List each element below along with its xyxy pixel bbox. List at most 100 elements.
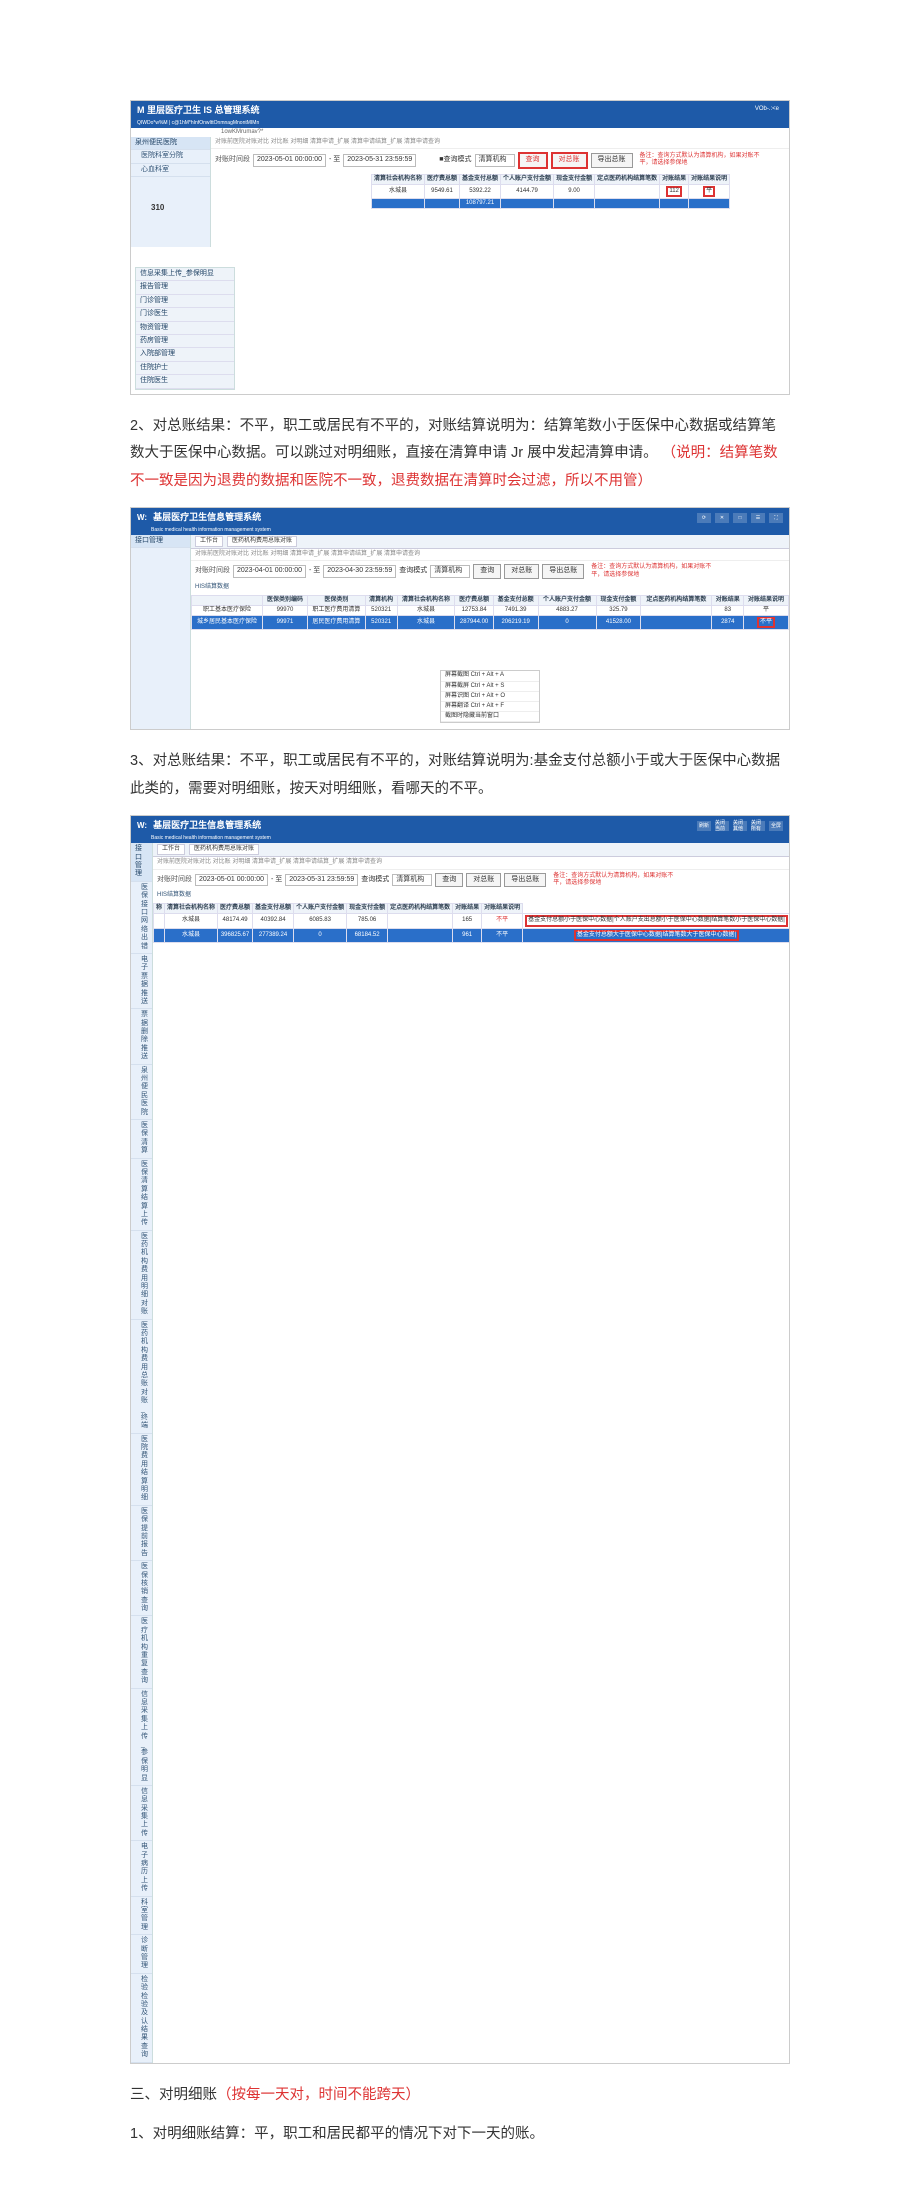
mode-input[interactable]: 清算机构 (475, 154, 515, 166)
tab[interactable]: 工作台 (195, 536, 223, 547)
menu-item[interactable]: 药房管理 (136, 335, 234, 348)
ctx-item[interactable]: 屏幕识图 Ctrl + Alt + O (441, 692, 539, 702)
query-button[interactable]: 查询 (435, 873, 463, 887)
tab[interactable]: 医药机构费用总账对账 (227, 536, 297, 547)
result-table: 称清算社会机构名称医疗费总额基金支付总额个人账户支付金额现金支付金额定点医药机构… (153, 903, 790, 943)
filter-note: 备注：查询方式默认为清算机构，如果对账不平，请选择参保地 (553, 873, 683, 887)
ctx-item[interactable]: 屏幕截屏 Ctrl + Alt + S (441, 682, 539, 692)
reconcile-button[interactable]: 对总账 (551, 152, 588, 168)
sidebar-item[interactable]: 医疗机构重复查询 (131, 1616, 152, 1688)
sidebar-item[interactable]: 医保清算 (131, 1120, 152, 1159)
sidebar-item[interactable]: 医药机构费用明细对账 (131, 1231, 152, 1320)
sidebar-root[interactable]: 泉州便民医院 (131, 137, 210, 150)
sidebar-item[interactable]: 医保提前报告 (131, 1506, 152, 1561)
menu-item[interactable]: 住院医生 (136, 375, 234, 388)
close-other-icon[interactable]: 关闭其他 (733, 821, 747, 831)
sidebar-item[interactable]: 医院费用结算明细 (131, 1434, 152, 1506)
section-3-p1: 1、对明细账结算：平，职工和居民都平的情况下对下一天的账。 (130, 2121, 790, 2149)
ctx-item[interactable]: 截图时隐藏当前窗口 (441, 712, 539, 722)
subtitle: HIS结算数据 (153, 890, 790, 901)
query-button[interactable]: 查询 (518, 152, 548, 168)
result-table: 清算社会机构名称医疗费总额基金支付总额个人账户支付金额现金支付金额定点医药机构结… (371, 174, 730, 210)
sidebar-item[interactable]: 医保清算结算上传 (131, 1159, 152, 1231)
topbar-icons: 刷新 关闭当前 关闭其他 关闭所有 全屏 (697, 821, 783, 831)
paragraph-3: 3、对总账结果：不平，职工或居民有不平的，对账结算说明为:基金支付总额小于或大于… (130, 748, 790, 803)
sidebar-item[interactable]: 电子票据推送 (131, 954, 152, 1009)
tabs: 工作台 医药机构费用总账对账 (153, 843, 790, 857)
tab[interactable]: 医药机构费用总账对账 (189, 844, 259, 855)
menu-item[interactable]: 门诊管理 (136, 295, 234, 308)
topbar: M 里层医疗卫生 IS 总管理系统 (131, 101, 789, 120)
date-label: 对账时间段 (157, 876, 192, 884)
export-button[interactable]: 导出总账 (542, 564, 584, 578)
topbar: W: 基层医疗卫生信息管理系统 刷新 关闭当前 关闭其他 关闭所有 全屏 (131, 816, 789, 835)
reconcile-button[interactable]: 对总账 (466, 873, 501, 887)
sidebar: 接口管理 (131, 535, 191, 729)
close-current-icon[interactable]: 关闭当前 (715, 821, 729, 831)
filter-bar: 对账时间段 2023-04-01 00:00:00 - 至 2023-04-30… (191, 561, 789, 581)
sidebar-item[interactable]: 泉州便民医院 (131, 1065, 152, 1120)
subtitle: HIS结算数据 (191, 582, 789, 593)
query-button[interactable]: 查询 (473, 564, 501, 578)
sidebar-title[interactable]: 接口管理 (131, 535, 190, 548)
filter-bar: 对账时间段 2023-05-01 00:00:00 - 至 2023-05-31… (153, 870, 790, 890)
ctx-item[interactable]: 屏幕截图 Ctrl + Alt + A (441, 671, 539, 681)
export-button[interactable]: 导出总账 (504, 873, 546, 887)
sidebar-item[interactable]: 电子病历上传 (131, 1841, 152, 1896)
result-table: 医保类别编码医保类别清算机构清算社会机构名称医疗费总额基金支付总额个人账户支付金… (191, 595, 789, 631)
main-area: 对账前医院对账对比 对比账 对明细 清算申请_扩展 清算申请结算_扩展 清算申请… (211, 137, 789, 247)
date-to[interactable]: 2023-05-31 23:59:59 (285, 874, 358, 886)
sidebar-title[interactable]: 接口管理 (131, 843, 152, 882)
date-to[interactable]: 2023-04-30 23:59:59 (323, 565, 396, 577)
date-from[interactable]: 2023-04-01 00:00:00 (233, 565, 306, 577)
mode-input[interactable]: 清算机构 (392, 874, 432, 886)
sidebar-item[interactable]: 医保接口网络出错 (131, 882, 152, 954)
screenshot-2: W: 基层医疗卫生信息管理系统 ⟳✕□☰⛶ Basic medical heal… (130, 507, 790, 730)
breadcrumb: 对账前医院对账对比 对比账 对明细 清算申请_扩展 清算申请结算_扩展 清算申请… (191, 549, 789, 561)
sidebar-item[interactable]: 检验检验及认结果查询 (131, 1974, 152, 2063)
menu-item[interactable]: 住院护士 (136, 362, 234, 375)
ctx-item[interactable]: 屏幕翻译 Ctrl + Alt + F (441, 702, 539, 712)
mode-input[interactable]: 清算机构 (430, 565, 470, 577)
sidebar-item[interactable]: 医保核销查询 (131, 1561, 152, 1616)
sidebar-item[interactable]: 信息采集上传_参保明显 (131, 1689, 152, 1786)
mode-label: 查询模式 (361, 876, 389, 884)
mode-label: ■查询模式 (439, 156, 471, 164)
close-all-icon[interactable]: 关闭所有 (751, 821, 765, 831)
menu-item[interactable]: 信息采集上传_参保明显 (136, 268, 234, 281)
sidebar-item[interactable]: 医药机构费用总账对账_终端 (131, 1320, 152, 1434)
sidebar-item[interactable]: 诊断管理 (131, 1935, 152, 1974)
sidebar-item[interactable]: 科室管理 (131, 1897, 152, 1936)
sidebar-item[interactable]: 信息采集上传 (131, 1786, 152, 1841)
menu-item[interactable]: 门诊医生 (136, 308, 234, 321)
sidebar: 接口管理 医保接口网络出错 电子票据推送 票据删除推送 泉州便民医院 医保清算 … (131, 843, 153, 2062)
export-button[interactable]: 导出总账 (591, 153, 633, 167)
tabs: 工作台 医药机构费用总账对账 (191, 535, 789, 549)
date-to[interactable]: 2023-05-31 23:59:59 (343, 154, 416, 166)
menu-item[interactable]: 入院部管理 (136, 348, 234, 361)
fullscreen-icon[interactable]: 全屏 (769, 821, 783, 831)
main-area: 工作台 医药机构费用总账对账 对账前医院对账对比 对比账 对明细 清算申请_扩展… (153, 843, 790, 2062)
filter-bar: 对账时间段 2023-05-01 00:00:00 - 至 2023-05-31… (211, 149, 789, 171)
menu-panel: 信息采集上传_参保明显 报告管理 门诊管理 门诊医生 物资管理 药房管理 入院部… (135, 267, 235, 390)
section-3-title: 三、对明细账（按每一天对，时间不能跨天） (130, 2082, 790, 2110)
topbar-sub: Basic medical health information managem… (131, 835, 789, 843)
app-logo: 基层医疗卫生信息管理系统 (153, 820, 261, 831)
sidebar-item[interactable]: 心血科室 (131, 164, 210, 177)
tab[interactable]: 工作台 (157, 844, 185, 855)
menu-item[interactable]: 报告管理 (136, 281, 234, 294)
mode-label: 查询模式 (399, 567, 427, 575)
menu-item[interactable]: 物资管理 (136, 322, 234, 335)
app-logo: M 里层医疗卫生 IS 总管理系统 (137, 105, 260, 116)
reconcile-button[interactable]: 对总账 (504, 564, 539, 578)
main-area: 工作台 医药机构费用总账对账 对账前医院对账对比 对比账 对明细 清算申请_扩展… (191, 535, 789, 729)
topbar-sub: QIWDo*w%M | c@1hM*hInfOnwIttOnmnagMnontM… (131, 120, 789, 128)
sidebar-item[interactable]: 票据删除推送 (131, 1009, 152, 1064)
date-from[interactable]: 2023-05-01 00:00:00 (195, 874, 268, 886)
filter-note: 备注：查询方式默认为清算机构，如果对账不平，请选择参保地 (640, 153, 770, 167)
topbar: W: 基层医疗卫生信息管理系统 ⟳✕□☰⛶ (131, 508, 789, 527)
date-label: 对账时间段 (215, 156, 250, 164)
refresh-icon[interactable]: 刷新 (697, 821, 711, 831)
sidebar-item[interactable]: 医院科室分院 (131, 150, 210, 163)
date-from[interactable]: 2023-05-01 00:00:00 (253, 154, 326, 166)
